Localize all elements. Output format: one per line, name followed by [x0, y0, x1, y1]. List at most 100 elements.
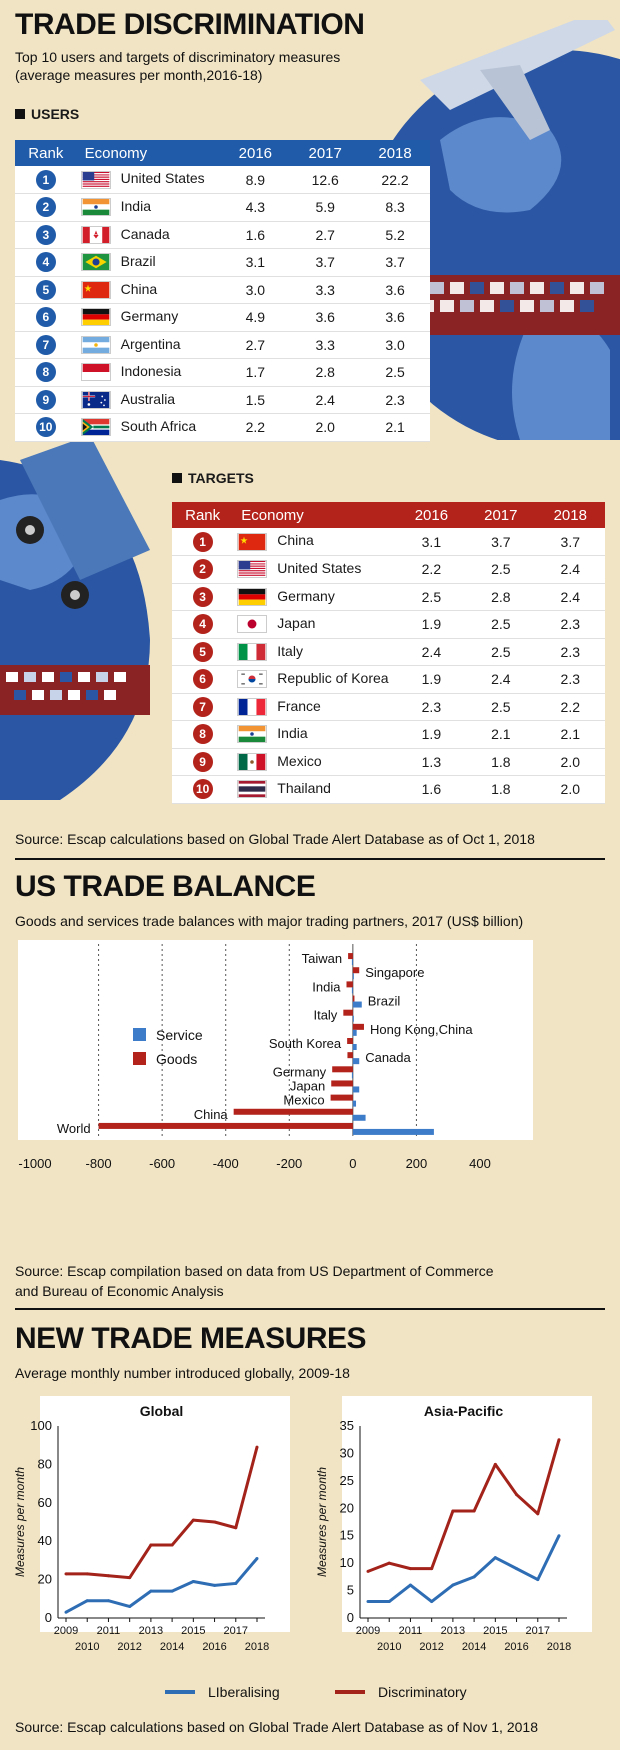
data-point-discriminatory	[213, 1520, 217, 1524]
economy-name: Argentina	[120, 335, 181, 352]
rank-badge: 9	[192, 751, 213, 772]
data-point-liberalising	[191, 1580, 195, 1584]
bar-service	[351, 987, 353, 994]
economy-cell: South Africa	[76, 413, 221, 442]
rank-badge: 10	[192, 779, 213, 800]
legend-label-service: Service	[156, 1027, 203, 1043]
value-cell-2016: 1.5	[220, 386, 291, 414]
economy-cell: Japan	[233, 610, 397, 639]
x-tick-label: 2018	[547, 1641, 571, 1653]
rank-cell: 9	[15, 386, 77, 414]
bar-service	[352, 1015, 354, 1022]
value-cell-2016: 8.9	[220, 166, 291, 194]
rank-badge: 3	[35, 224, 56, 245]
india-flag-icon	[80, 198, 111, 217]
value-cell-2017: 2.7	[290, 221, 361, 249]
chart-title: Global	[140, 1403, 184, 1419]
economy-name: United States	[120, 170, 205, 187]
x-tick-label: 2015	[181, 1625, 205, 1637]
rank-badge: 7	[35, 334, 56, 355]
economy-cell: China	[233, 528, 397, 556]
rank-cell: 8	[172, 720, 234, 749]
bar-category-label: Taiwan	[302, 951, 342, 966]
asia-pacific-line-chart: Asia-Pacific 0 5 10 15 20 25 30 35 2009 2010 2011 20…	[315, 1396, 592, 1653]
users-header-economy: Economy	[76, 140, 221, 166]
globe-truck-illustration-left	[0, 440, 150, 800]
x-tick-label: 2011	[97, 1625, 121, 1637]
rank-badge: 3	[192, 586, 213, 607]
rank-badge: 5	[35, 279, 56, 300]
series-line-liberalising	[65, 1557, 259, 1614]
economy-cell: Argentina	[76, 331, 221, 359]
economy-cell: China	[76, 276, 221, 304]
value-cell-2017: 3.7	[466, 528, 536, 556]
x-tick-label: 0	[349, 1156, 356, 1171]
value-cell-2018: 3.7	[535, 528, 605, 556]
bar-service	[352, 1044, 357, 1050]
section-subtitle-line2: (average measures per month,2016-18)	[15, 67, 263, 83]
economy-name: Thailand	[277, 780, 331, 797]
value-cell-2017: 1.8	[466, 748, 536, 776]
value-cell-2018: 22.2	[360, 166, 430, 194]
bar-category-label: India	[312, 979, 341, 994]
value-cell-2016: 3.1	[220, 248, 291, 277]
targets-label-text: TARGETS	[188, 470, 254, 486]
bar-goods	[347, 1038, 353, 1044]
data-point-discriminatory	[387, 1561, 391, 1565]
value-cell-2017: 2.5	[466, 638, 536, 666]
chart-plot-area	[342, 1396, 592, 1632]
economy-cell: Italy	[233, 638, 397, 666]
divider	[15, 1308, 605, 1310]
japan-flag-icon	[237, 615, 268, 634]
data-point-liberalising	[408, 1583, 412, 1587]
italy-flag-icon	[237, 642, 268, 661]
rank-cell: 4	[172, 610, 234, 639]
value-cell-2016: 2.3	[396, 693, 467, 721]
value-cell-2016: 2.2	[396, 555, 467, 584]
bar-goods	[343, 1009, 353, 1016]
x-tick-label: 2011	[399, 1625, 423, 1637]
data-point-liberalising	[213, 1583, 217, 1587]
bar-goods	[352, 995, 355, 1002]
users-header-rank: Rank	[15, 140, 77, 166]
chart-plot-area	[40, 1396, 290, 1632]
bar-category-label: Hong Kong,China	[370, 1022, 473, 1037]
germany-flag-icon	[80, 308, 111, 327]
bar-goods	[352, 967, 360, 974]
source-note-2-line2: and Bureau of Economic Analysis	[15, 1283, 224, 1299]
us-trade-balance-chart: -1000 -800 -600 -400 -200 0 200 400 Taiwan Singap…	[18, 940, 533, 1171]
targets-header-2017: 2017	[466, 502, 536, 528]
value-cell-2017: 2.4	[290, 386, 361, 414]
chart-title: Asia-Pacific	[424, 1403, 504, 1419]
x-tick-label: 2010	[75, 1641, 99, 1653]
value-cell-2016: 1.3	[396, 748, 467, 776]
rank-cell: 4	[15, 248, 77, 277]
bar-service	[352, 1100, 357, 1107]
bar-category-label: Canada	[365, 1050, 411, 1065]
bar-goods	[330, 1094, 353, 1101]
value-cell-2016: 4.3	[220, 193, 291, 222]
france-flag-icon	[237, 697, 268, 716]
data-point-discriminatory	[557, 1438, 561, 1442]
economy-name: Mexico	[277, 752, 322, 769]
x-tick-label: 400	[469, 1156, 491, 1171]
economy-name: Italy	[277, 642, 303, 659]
data-point-discriminatory	[128, 1576, 132, 1580]
rank-badge: 1	[35, 169, 56, 190]
value-cell-2016: 1.9	[396, 720, 467, 749]
economy-name: China	[120, 280, 158, 297]
value-cell-2016: 1.7	[220, 358, 291, 387]
divider	[15, 858, 605, 860]
rank-badge: 8	[35, 362, 56, 383]
us-flag-icon	[80, 170, 111, 189]
value-cell-2017: 1.8	[466, 775, 536, 804]
section-title-trade-discrimination: TRADE DISCRIMINATION	[15, 8, 365, 41]
legend-label-discriminatory: Discriminatory	[378, 1684, 467, 1700]
y-tick-label: 30	[340, 1445, 354, 1460]
data-point-discriminatory	[106, 1574, 110, 1578]
table-row: 5 Italy 2.4 2.5 2.3	[172, 638, 605, 666]
series-line-discriminatory	[367, 1439, 561, 1573]
bar-service	[351, 959, 353, 966]
value-cell-2018: 5.2	[360, 221, 430, 249]
data-point-liberalising	[515, 1567, 519, 1571]
